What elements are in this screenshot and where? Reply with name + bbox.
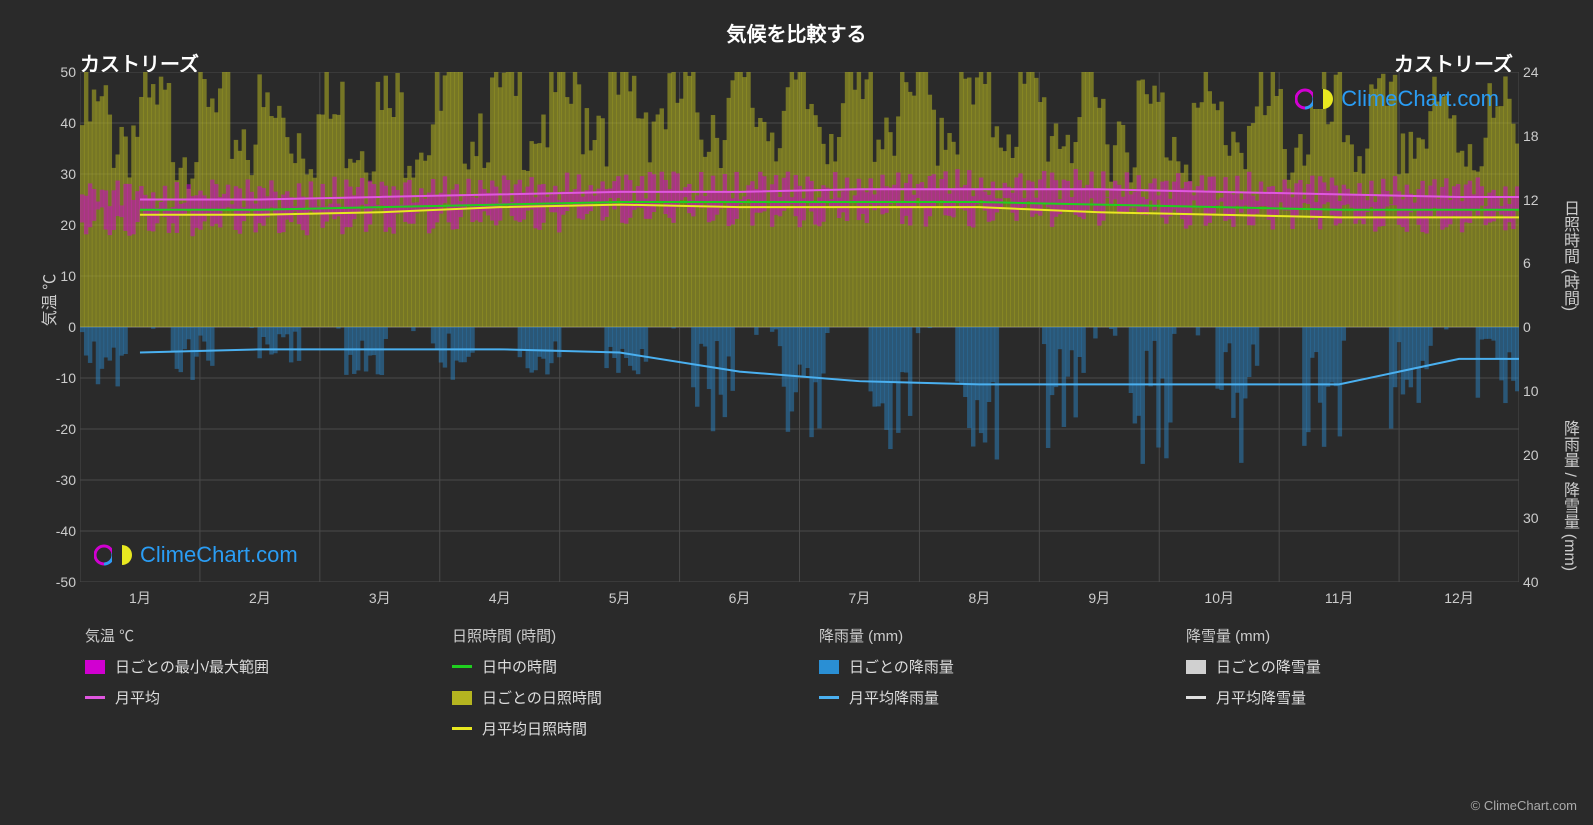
y-tick-left: -40	[36, 523, 76, 539]
x-tick: 2月	[249, 588, 271, 608]
legend-swatch	[85, 696, 105, 699]
y-tick-right: 18	[1523, 128, 1563, 144]
x-tick: 11月	[1325, 588, 1354, 608]
legend-group: 日照時間 (時間) 日中の時間日ごとの日照時間月平均日照時間	[452, 625, 799, 749]
legend-label: 日ごとの降雪量	[1216, 656, 1321, 677]
legend-swatch	[1186, 660, 1206, 674]
y-tick-right: 24	[1523, 64, 1563, 80]
legend-group-title: 降雪量 (mm)	[1186, 625, 1533, 646]
x-tick: 9月	[1088, 588, 1110, 608]
legend-label: 日ごとの日照時間	[482, 687, 602, 708]
legend-item: 日ごとの降雨量	[819, 656, 1166, 677]
legend-group: 気温 ℃ 日ごとの最小/最大範囲月平均	[85, 625, 432, 749]
y-tick-right: 30	[1523, 510, 1563, 526]
legend-item: 日中の時間	[452, 656, 799, 677]
legend-swatch	[452, 727, 472, 730]
legend: 気温 ℃ 日ごとの最小/最大範囲月平均 日照時間 (時間) 日中の時間日ごとの日照時間…	[85, 625, 1533, 749]
legend-label: 月平均	[115, 687, 160, 708]
legend-label: 日中の時間	[482, 656, 557, 677]
climate-chart-container: 気候を比較する カストリーズ カストリーズ 気温 ℃ 日照時間 (時間) 降雨量…	[0, 0, 1593, 825]
legend-group-title: 降雨量 (mm)	[819, 625, 1166, 646]
legend-group: 降雪量 (mm) 日ごとの降雪量月平均降雪量	[1186, 625, 1533, 749]
watermark-top: ClimeChart.com	[1295, 86, 1499, 112]
plot-area: ClimeChart.com ClimeChart.com	[80, 72, 1519, 582]
x-tick: 8月	[968, 588, 990, 608]
y-tick-left: 30	[36, 166, 76, 182]
watermark-bottom: ClimeChart.com	[94, 542, 298, 568]
legend-swatch	[452, 691, 472, 705]
watermark-text: ClimeChart.com	[140, 542, 298, 568]
legend-label: 月平均日照時間	[482, 718, 587, 739]
y-tick-right: 10	[1523, 383, 1563, 399]
x-tick: 12月	[1444, 588, 1474, 608]
legend-group: 降雨量 (mm) 日ごとの降雨量月平均降雨量	[819, 625, 1166, 749]
legend-item: 月平均	[85, 687, 432, 708]
legend-group-title: 気温 ℃	[85, 625, 432, 646]
y-tick-right: 6	[1523, 255, 1563, 271]
legend-label: 日ごとの最小/最大範囲	[115, 656, 269, 677]
y-tick-right: 40	[1523, 574, 1563, 590]
x-tick: 4月	[489, 588, 511, 608]
chart-title: 気候を比較する	[727, 18, 867, 47]
legend-swatch	[819, 660, 839, 674]
chart-svg	[80, 72, 1519, 582]
legend-group-title: 日照時間 (時間)	[452, 625, 799, 646]
legend-label: 月平均降雪量	[1216, 687, 1306, 708]
y-tick-left: 0	[36, 319, 76, 335]
x-tick: 5月	[609, 588, 631, 608]
climechart-logo-icon	[1295, 87, 1335, 111]
y-tick-left: 50	[36, 64, 76, 80]
watermark-text: ClimeChart.com	[1341, 86, 1499, 112]
y-tick-right: 12	[1523, 192, 1563, 208]
legend-item: 日ごとの最小/最大範囲	[85, 656, 432, 677]
legend-label: 日ごとの降雨量	[849, 656, 954, 677]
legend-item: 日ごとの降雪量	[1186, 656, 1533, 677]
x-tick: 6月	[729, 588, 751, 608]
legend-swatch	[85, 660, 105, 674]
y-tick-left: -20	[36, 421, 76, 437]
legend-label: 月平均降雨量	[849, 687, 939, 708]
y-tick-left: -30	[36, 472, 76, 488]
y-tick-left: 40	[36, 115, 76, 131]
legend-swatch	[819, 696, 839, 699]
legend-item: 月平均日照時間	[452, 718, 799, 739]
climechart-logo-icon	[94, 543, 134, 567]
legend-item: 月平均降雪量	[1186, 687, 1533, 708]
y-tick-right: 20	[1523, 447, 1563, 463]
x-tick: 10月	[1204, 588, 1234, 608]
x-tick: 7月	[849, 588, 871, 608]
y-tick-right: 0	[1523, 319, 1563, 335]
y-tick-left: -50	[36, 574, 76, 590]
y-tick-left: 20	[36, 217, 76, 233]
y-tick-left: -10	[36, 370, 76, 386]
copyright: © ClimeChart.com	[1471, 798, 1577, 813]
legend-swatch	[452, 665, 472, 668]
x-tick: 3月	[369, 588, 391, 608]
x-tick: 1月	[129, 588, 151, 608]
y-tick-left: 10	[36, 268, 76, 284]
legend-item: 日ごとの日照時間	[452, 687, 799, 708]
legend-swatch	[1186, 696, 1206, 699]
legend-item: 月平均降雨量	[819, 687, 1166, 708]
y-axis-right-label-2: 降雨量 / 降雪量 (mm)	[1557, 420, 1581, 571]
